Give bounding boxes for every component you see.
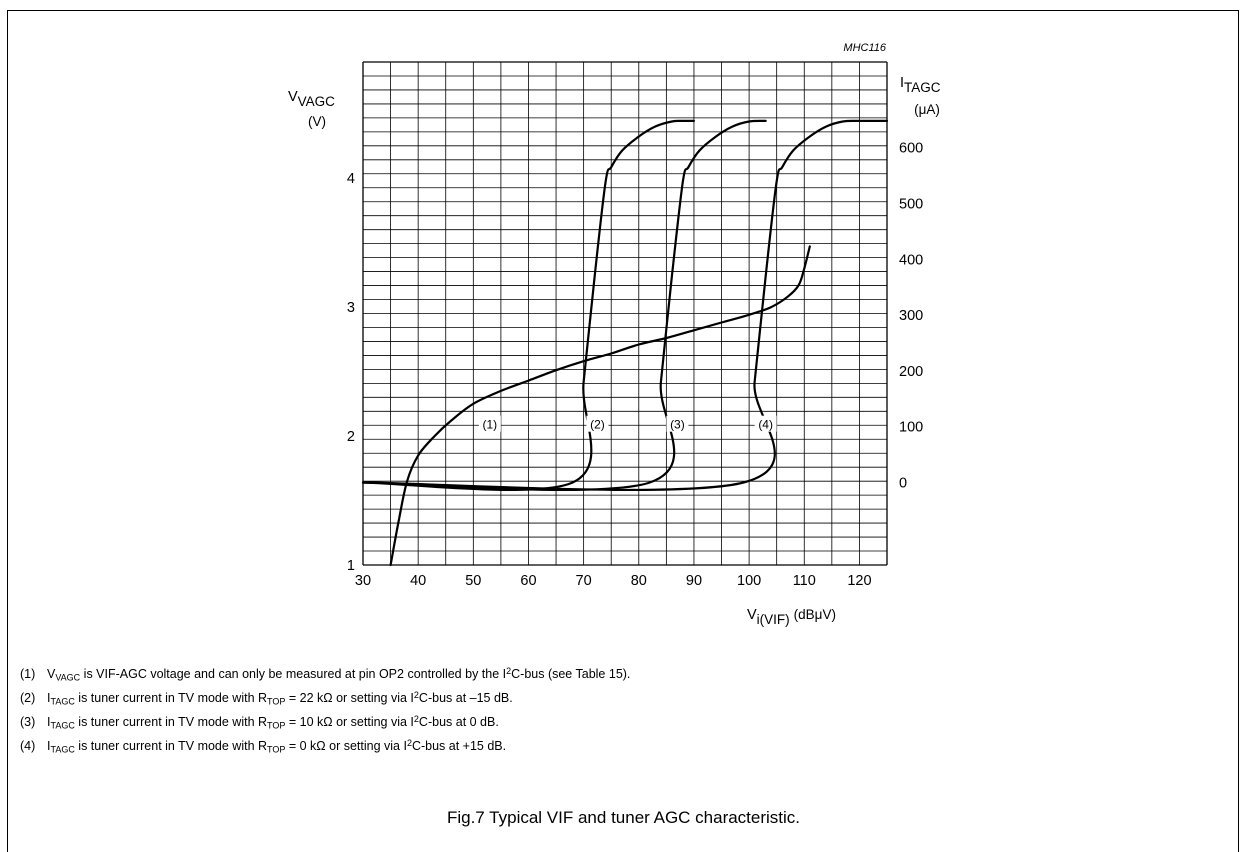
x-tick-label: 50 [465, 573, 481, 589]
y-left-tick-label: 3 [347, 300, 355, 316]
curve-label-2: (2) [590, 418, 605, 432]
curve-1 [389, 245, 811, 567]
y-right-tick-label: 500 [899, 197, 923, 213]
chart-code: MHC116 [843, 42, 886, 54]
agc-chart: 30 40 50 60 70 80 90 100 110 12012340100200300400… [288, 42, 941, 627]
x-tick-label: 30 [355, 573, 371, 589]
curve-3 [361, 119, 767, 492]
x-axis-sub: i(VIF) [757, 612, 790, 627]
curve-label-bg-1 [478, 415, 501, 432]
x-tick-label: 120 [847, 573, 871, 589]
curve-2 [361, 119, 695, 492]
x-axis-main: V [747, 607, 757, 623]
right-axis-sub: TAGC [904, 80, 941, 95]
x-tick-label: 70 [576, 573, 592, 589]
notes: (1) VVAGC is VIF-AGC voltage and can only… [20, 662, 630, 758]
x-tick-label: 110 [793, 573, 816, 589]
note-3: (3) ITAGC is tuner current in TV mode wit… [20, 713, 499, 731]
curve-label-bg-4 [754, 415, 777, 432]
note-4: (4) ITAGC is tuner current in TV mode wit… [20, 737, 507, 755]
curve-labels: (1) (2) (3) (4) [478, 415, 777, 432]
curve-label-3: (3) [670, 418, 685, 432]
y-left-tick-label: 4 [347, 171, 355, 187]
left-axis-sub: VAGC [298, 94, 336, 109]
left-axis-title: VVAGC [288, 89, 335, 109]
x-axis-title: Vi(VIF) (dBμV) [747, 607, 836, 627]
figure-caption: Fig.7 Typical VIF and tuner AGC characte… [446, 808, 801, 827]
x-tick-label: 60 [520, 573, 536, 589]
note-2: (2) ITAGC is tuner current in TV mode wit… [20, 689, 513, 707]
y-right-tick-label: 0 [899, 476, 907, 492]
x-tick-label: 100 [737, 573, 761, 589]
y-left-tick-label: 2 [347, 429, 355, 445]
y-right-tick-label: 600 [899, 141, 923, 157]
right-axis-main: I [900, 75, 904, 91]
x-tick-label: 40 [410, 573, 426, 589]
y-left-tick-label: 1 [347, 558, 355, 574]
curve-label-bg-3 [666, 415, 689, 432]
curve-label-4: (4) [758, 418, 773, 432]
x-tick-label: 90 [686, 573, 702, 589]
left-axis-unit: (V) [308, 114, 326, 129]
curve-label-1: (1) [483, 418, 498, 432]
x-tick-label: 80 [631, 573, 647, 589]
curve-label-bg-2 [586, 415, 609, 432]
right-axis-unit: (μA) [914, 102, 940, 117]
y-right-tick-label: 400 [899, 252, 923, 268]
y-right-tick-label: 100 [899, 420, 923, 436]
note-1: (1) VVAGC is VIF-AGC voltage and can only… [20, 665, 631, 683]
x-axis-unit: (dBμV) [794, 607, 836, 622]
figure-frame [7, 10, 1239, 852]
y-right-tick-label: 200 [899, 364, 923, 380]
tick-labels: 30 40 50 60 70 80 90 100 110 12012340100200300400… [347, 141, 923, 589]
right-axis-title: ITAGC [900, 75, 941, 95]
left-axis-main: V [288, 89, 298, 105]
y-right-tick-label: 300 [899, 308, 923, 324]
curves [361, 119, 889, 567]
curve-4 [361, 119, 889, 492]
